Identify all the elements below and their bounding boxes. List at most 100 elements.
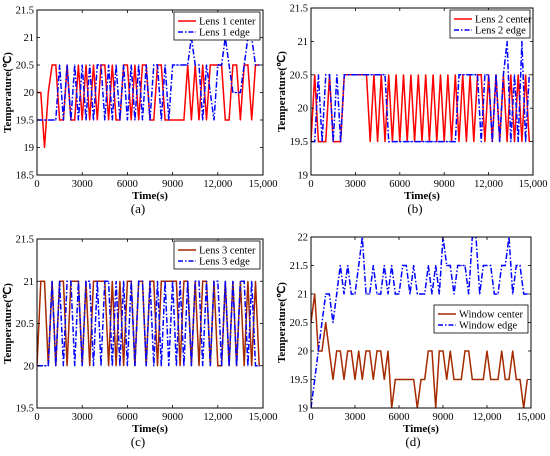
data-point: [134, 64, 136, 66]
legend-label: Lens 3 center: [199, 246, 256, 257]
data-point: [74, 365, 76, 367]
data-point: [89, 119, 91, 121]
data-point: [179, 64, 181, 66]
data-point: [160, 119, 162, 121]
data-point: [525, 74, 527, 76]
data-point: [473, 141, 475, 143]
data-point: [501, 264, 503, 267]
data-point: [183, 365, 185, 367]
data-point: [232, 280, 234, 282]
data-point: [464, 264, 466, 267]
data-point: [449, 264, 451, 267]
data-point: [145, 365, 147, 367]
data-point: [523, 293, 525, 295]
data-point: [194, 280, 196, 282]
data-point: [447, 74, 449, 76]
data-point: [446, 378, 448, 381]
data-point: [123, 64, 125, 66]
x-tick-label: 0: [34, 412, 39, 423]
data-point: [380, 350, 382, 352]
series-group: [37, 280, 260, 367]
y-tick-label: 20.5: [290, 318, 308, 329]
data-point: [92, 119, 95, 121]
data-point: [495, 74, 497, 76]
data-point: [232, 64, 234, 66]
data-point: [424, 293, 426, 295]
data-point: [141, 280, 144, 282]
data-point: [111, 119, 113, 121]
y-axis-label: Temperature(℃): [2, 283, 14, 364]
data-point: [525, 141, 527, 143]
series-line-d-2: [311, 237, 528, 408]
y-tick-label: 19: [24, 143, 35, 154]
data-point: [462, 74, 464, 76]
data-point: [526, 378, 528, 381]
data-point: [100, 365, 102, 367]
data-point: [145, 64, 147, 66]
data-point: [183, 64, 185, 66]
data-point: [358, 264, 360, 267]
data-point: [471, 378, 473, 381]
data-point: [236, 91, 238, 94]
chart-panel-b: (b) 0 3000 6000 9000 12,000 15,000 19 19.5 20 20.…: [276, 4, 547, 217]
data-point: [153, 119, 155, 121]
data-point: [454, 74, 456, 76]
data-point: [504, 378, 506, 381]
data-point: [369, 74, 371, 76]
data-point: [468, 350, 470, 352]
data-point: [436, 141, 438, 143]
data-point: [251, 119, 253, 121]
data-point: [66, 64, 68, 66]
data-point: [243, 365, 245, 367]
data-point: [55, 64, 57, 66]
data-point: [149, 280, 151, 282]
data-point: [138, 280, 140, 282]
data-point: [479, 378, 481, 381]
x-tick-label: 3000: [345, 179, 366, 190]
data-point: [81, 119, 83, 121]
data-point: [236, 365, 238, 367]
data-point: [254, 280, 257, 282]
data-point: [168, 119, 170, 121]
y-axis-label: Temperature(℃): [2, 52, 14, 133]
data-point: [40, 119, 42, 121]
x-tick-label: 6000: [117, 412, 138, 423]
data-point: [457, 264, 459, 267]
data-point: [100, 280, 102, 282]
data-point: [460, 264, 462, 267]
series-line-c-2: [37, 280, 260, 367]
data-point: [482, 264, 484, 267]
data-point: [420, 378, 422, 381]
data-point: [175, 365, 177, 367]
y-tick-label: 21: [24, 33, 35, 44]
data-point: [410, 141, 412, 143]
y-tick-label: 21.5: [290, 261, 308, 272]
data-point: [391, 141, 393, 143]
chart-panel-c: (c) 0 3000 6000 9000 12,000 15,000 19.5 20 20.5 2…: [2, 235, 277, 450]
data-point: [43, 365, 46, 367]
data-point: [332, 141, 334, 143]
data-point: [468, 293, 470, 295]
data-point: [465, 141, 467, 143]
data-point: [153, 64, 155, 66]
x-tick-label: 9000: [434, 179, 455, 190]
data-point: [141, 64, 144, 66]
data-point: [251, 365, 253, 367]
data-point: [328, 74, 331, 76]
data-point: [325, 293, 327, 295]
data-point: [138, 64, 140, 66]
x-tick-label: 15,000: [517, 412, 546, 423]
x-tick-label: 3000: [72, 179, 93, 190]
data-point: [484, 74, 486, 76]
data-point: [480, 74, 482, 76]
data-point: [258, 365, 260, 367]
data-point: [119, 280, 121, 282]
data-point: [438, 293, 440, 295]
data-point: [183, 119, 185, 121]
x-tick-label: 6000: [389, 412, 410, 423]
data-point: [59, 119, 61, 121]
data-point: [43, 119, 46, 121]
x-tick-label: 9000: [162, 179, 183, 190]
data-point: [111, 64, 113, 66]
